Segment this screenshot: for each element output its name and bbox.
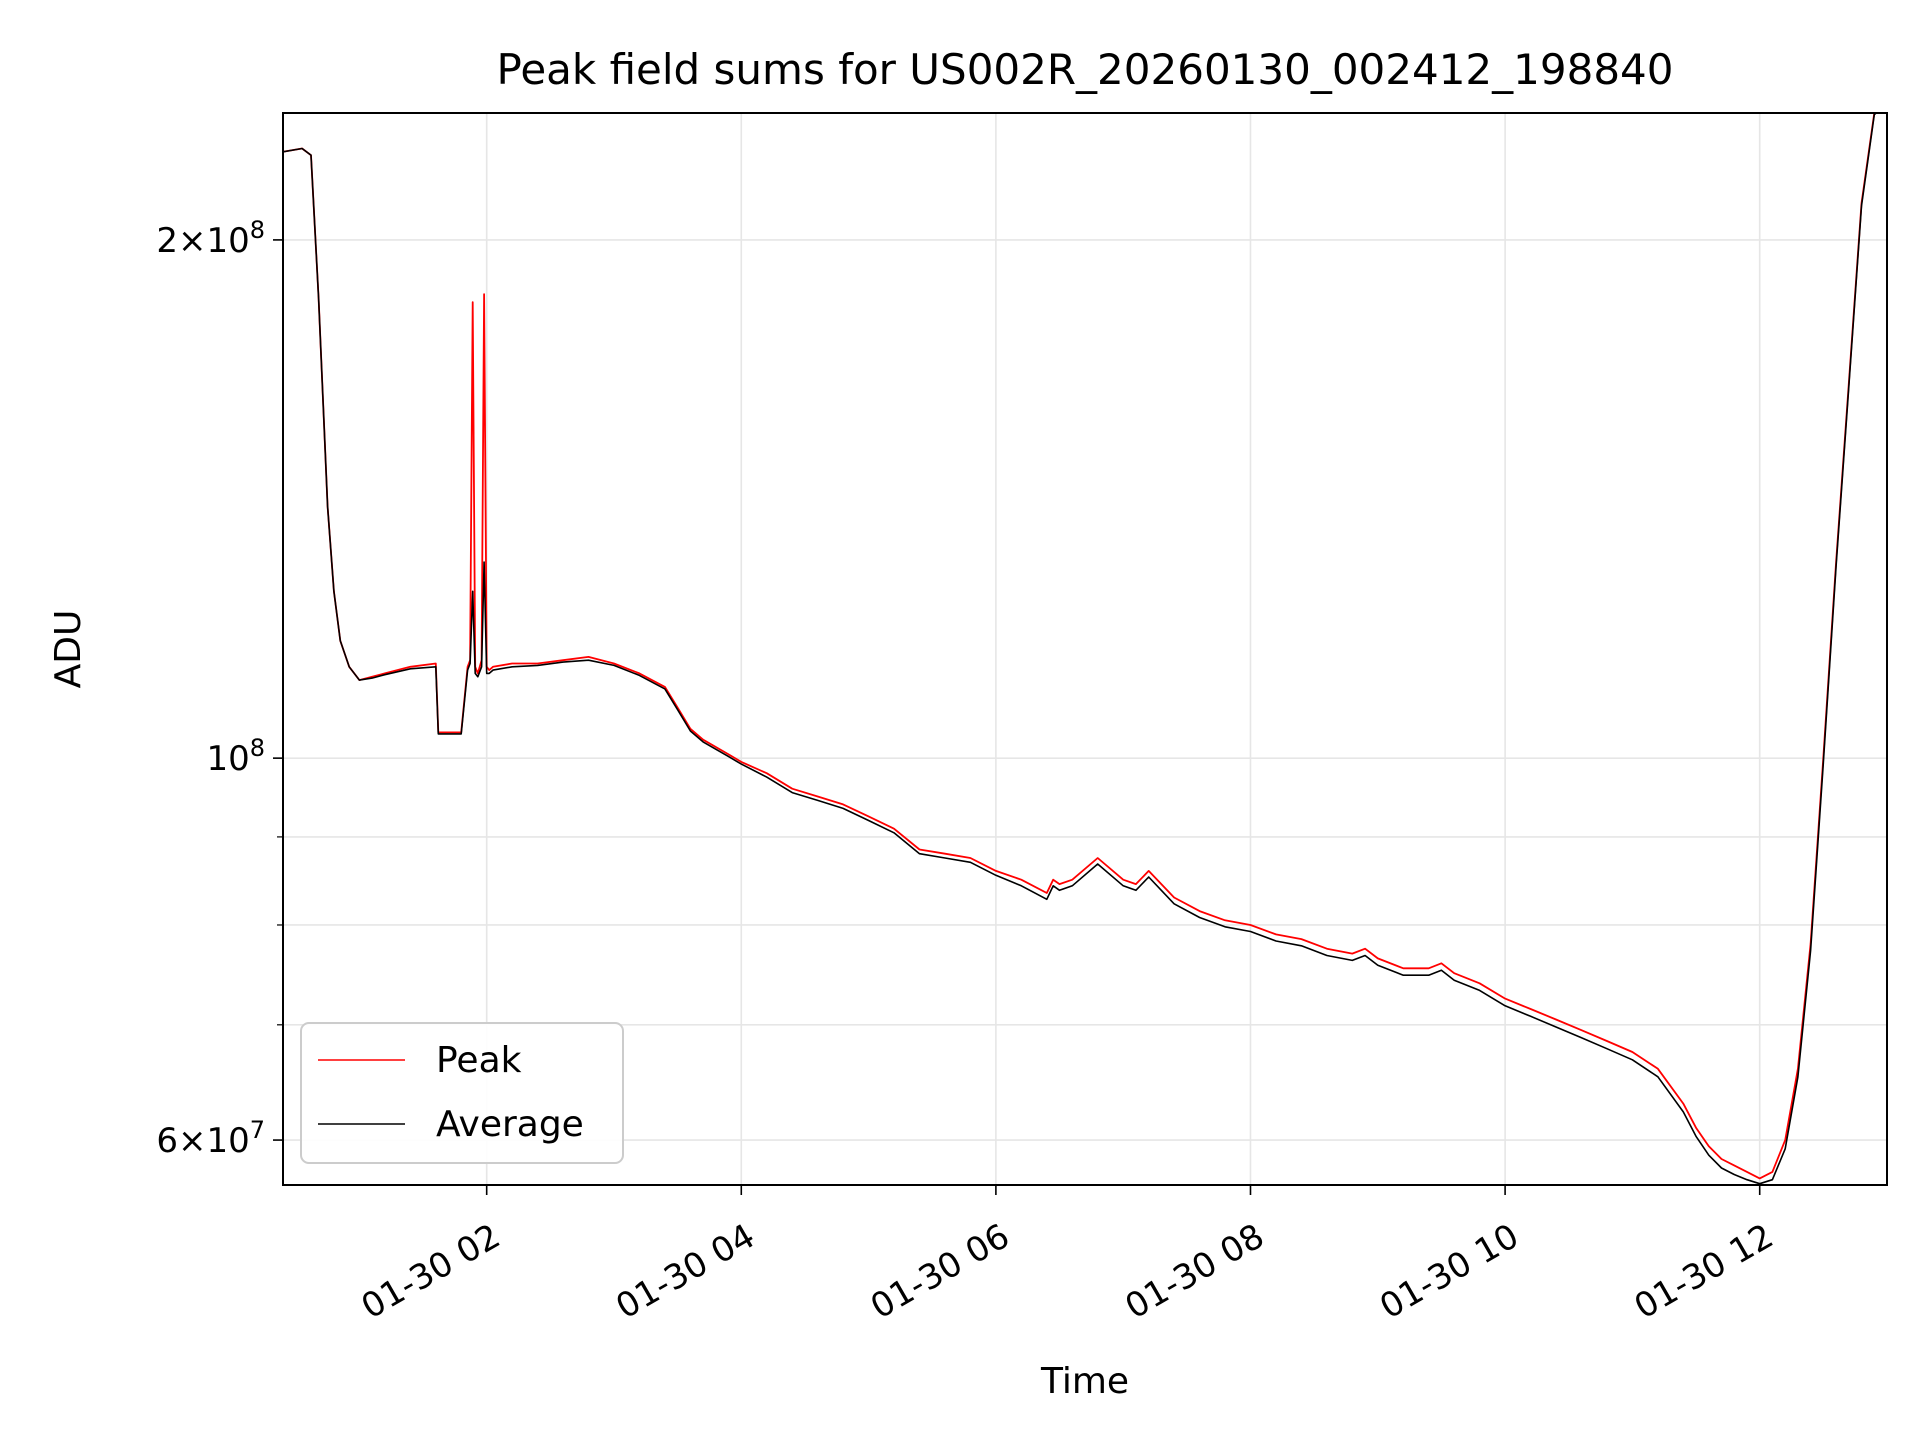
- series-line-average: [283, 113, 1878, 1185]
- y-tick-base: 10: [206, 221, 249, 261]
- y-axis-label: ADU: [48, 610, 89, 689]
- y-tick-exponent: 8: [250, 734, 265, 762]
- y-tick-times: ×: [178, 221, 207, 261]
- series-layer: [283, 113, 1878, 1185]
- chart-title: Peak field sums for US002R_20260130_0024…: [497, 45, 1674, 94]
- x-axis-label: Time: [1040, 1361, 1129, 1402]
- y-tick-mantissa: 2: [156, 221, 178, 261]
- y-tick-times: ×: [178, 1121, 207, 1161]
- y-tick-label: 6×107: [156, 1116, 265, 1161]
- y-tick-base: 10: [206, 1121, 249, 1161]
- y-tick-label: 108: [206, 734, 265, 779]
- legend-label-average: Average: [436, 1104, 584, 1145]
- y-tick-mantissa: 6: [156, 1121, 178, 1161]
- y-tick-base: 10: [206, 739, 249, 779]
- legend-box: [300, 1022, 624, 1164]
- plot-frame: [282, 112, 1888, 1186]
- legend: Peak Average: [300, 1022, 624, 1164]
- y-tick-label: 2×108: [156, 216, 265, 261]
- legend-label-peak: Peak: [436, 1040, 522, 1081]
- y-tick-exponent: 8: [250, 216, 265, 244]
- y-tick-exponent: 7: [250, 1116, 265, 1144]
